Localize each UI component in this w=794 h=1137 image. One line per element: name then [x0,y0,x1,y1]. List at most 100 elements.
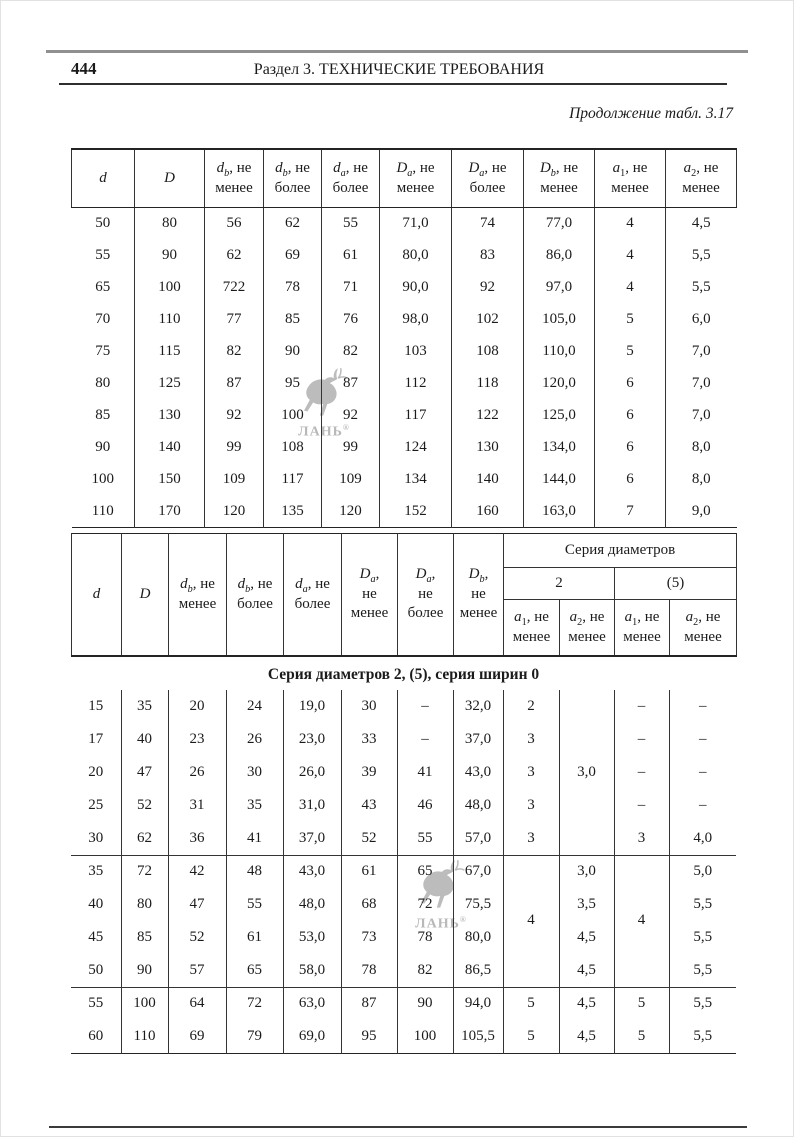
table-cell: 82 [321,335,380,368]
table-cell: 87 [340,986,397,1020]
table-row: 60 110 69 79 69,0 95 100 105,5 5 4,5 5 5,5 [71,1020,736,1053]
table-cell: 130 [451,431,524,464]
table-cell: 124 [379,431,452,464]
table-cell: 69 [263,239,322,272]
table-cell: 125,0 [523,399,595,432]
table-cell: – [396,723,453,756]
table-cell: 53,0 [282,921,341,954]
table-cell: 7,0 [665,399,737,432]
table-cell: 110,0 [523,335,595,368]
table-cell: 3 [502,723,559,756]
table-row: 65 100 722 78 71 90,0 92 97,0 4 5,5 [72,271,737,304]
table-cell: 65 [225,954,283,987]
footer-rule [49,1126,747,1128]
table-cell [558,789,614,822]
table-cell: 82 [396,954,453,987]
table-cell: 95 [340,1020,397,1053]
table-cell: 4,5 [558,954,614,987]
table-cell: 68 [340,888,397,921]
table-cell: 135 [263,495,322,528]
table-cell: 4 [613,854,669,987]
table-cell: 64 [167,986,226,1020]
table-cell: 95 [263,367,322,400]
table-cell [558,690,614,723]
table-cell: 55 [321,207,380,240]
series-group-header: Серия диаметров [503,533,737,568]
table-row: 45 85 52 61 53,0 73 78 80,0 4,5 5,5 [71,921,736,954]
table-cell: 5 [502,986,559,1020]
header-rule [59,83,727,85]
table-cell: 75 [95,342,111,359]
table-cell: 90 [120,954,168,987]
table-cell: 55 [95,246,111,263]
col-header-D: D [121,533,169,656]
table-cell: 77 [204,303,264,336]
table-cell: 99 [321,431,380,464]
table-cell: 100 [263,399,322,432]
table-cell: 69,0 [282,1020,341,1053]
table-cell: 3 [613,822,669,855]
table-cell: 43,0 [452,756,503,789]
col-header-D: D [134,149,205,208]
table-cell: 134 [379,463,452,496]
table-cell: 37,0 [282,822,341,855]
table-cell: 7,0 [665,335,737,368]
table-cell: 9,0 [665,495,737,528]
table-row: 110 170 120 135 120 152 160 163,0 7 9,0 [72,495,737,528]
table-cell: 105,5 [452,1020,503,1053]
table-2-header-row-1: d D db, не менее db, не более da, не более … [71,533,737,656]
table-cell: 6,0 [665,303,737,336]
table-cell: 5 [613,986,669,1020]
table-cell: – [668,789,736,822]
col-header-d: d [71,149,135,208]
table-cell: 2 [502,690,559,723]
col-header-a2-min-s5: a2, не менее [669,599,737,656]
table-cell: – [668,756,736,789]
table-cell: 45 [88,928,104,945]
table-cell: 117 [263,463,322,496]
table-cell: 140 [134,431,205,464]
table-cell: 35 [225,789,283,822]
table-cell: 108 [263,431,322,464]
dimension-table-2-data: 15 35 20 24 19,0 30–32,0 2– –17 40 23 26 23,0 33–37,… [71,690,736,1054]
table-cell: 90 [396,986,453,1020]
table-cell: 94,0 [452,986,503,1020]
table-cell: 5,5 [668,1020,736,1053]
col-header-db-min: db, не менее [204,149,264,208]
table-row: 75 115 82 90 82 103 108 110,0 5 7,0 [72,335,737,368]
table-cell: 62 [120,822,168,855]
col-header-Da-max: Da, не более [397,533,454,656]
table-cell: 5 [594,303,666,336]
table-cell: 48 [225,854,283,888]
table-cell: 152 [379,495,452,528]
table-row: 17 40 23 26 23,0 33–37,0 3– – [71,723,736,756]
table-cell: 31,0 [282,789,341,822]
table-cell: 6 [594,431,666,464]
table-row: 50 90 57 65 58,0 78 82 86,5 4,5 5,5 [71,954,736,987]
table-cell: 8,0 [665,431,737,464]
table-cell: 4 [594,207,666,240]
table-row: 55 90 62 69 61 80,0 83 86,0 4 5,5 [72,239,737,272]
table-cell: 48,0 [452,789,503,822]
table-cell: 4,5 [558,986,614,1020]
table-cell: 26 [225,723,283,756]
table-1-header-row: d D db, не менее db, не более da, не более … [71,149,737,208]
table-cell: 4,0 [668,822,736,855]
table-cell: 55 [71,986,121,1020]
table-cell: 78 [263,271,322,304]
table-cell: 3 [502,822,559,855]
table-cell: 58,0 [282,954,341,987]
table-2-header-row-3: a1, не менее a2, не менее a1, не менее a2, … [72,599,737,656]
table-cell: 74 [451,207,524,240]
table-cell: 80 [120,888,168,921]
table-cell: 61 [225,921,283,954]
table-cell: 20 [167,690,226,723]
table-cell: – [668,690,736,723]
table-cell: 85 [95,406,111,423]
table-row: 70 110 77 85 76 98,0 102 105,0 5 6,0 [72,303,737,336]
dimension-table-1: d D db, не менее db, не более da, не более … [71,148,737,528]
table-cell: 144,0 [523,463,595,496]
table-cell: 150 [134,463,205,496]
table-cell: 30 [225,756,283,789]
col-header-a1-min-s5: a1, не менее [614,599,670,656]
